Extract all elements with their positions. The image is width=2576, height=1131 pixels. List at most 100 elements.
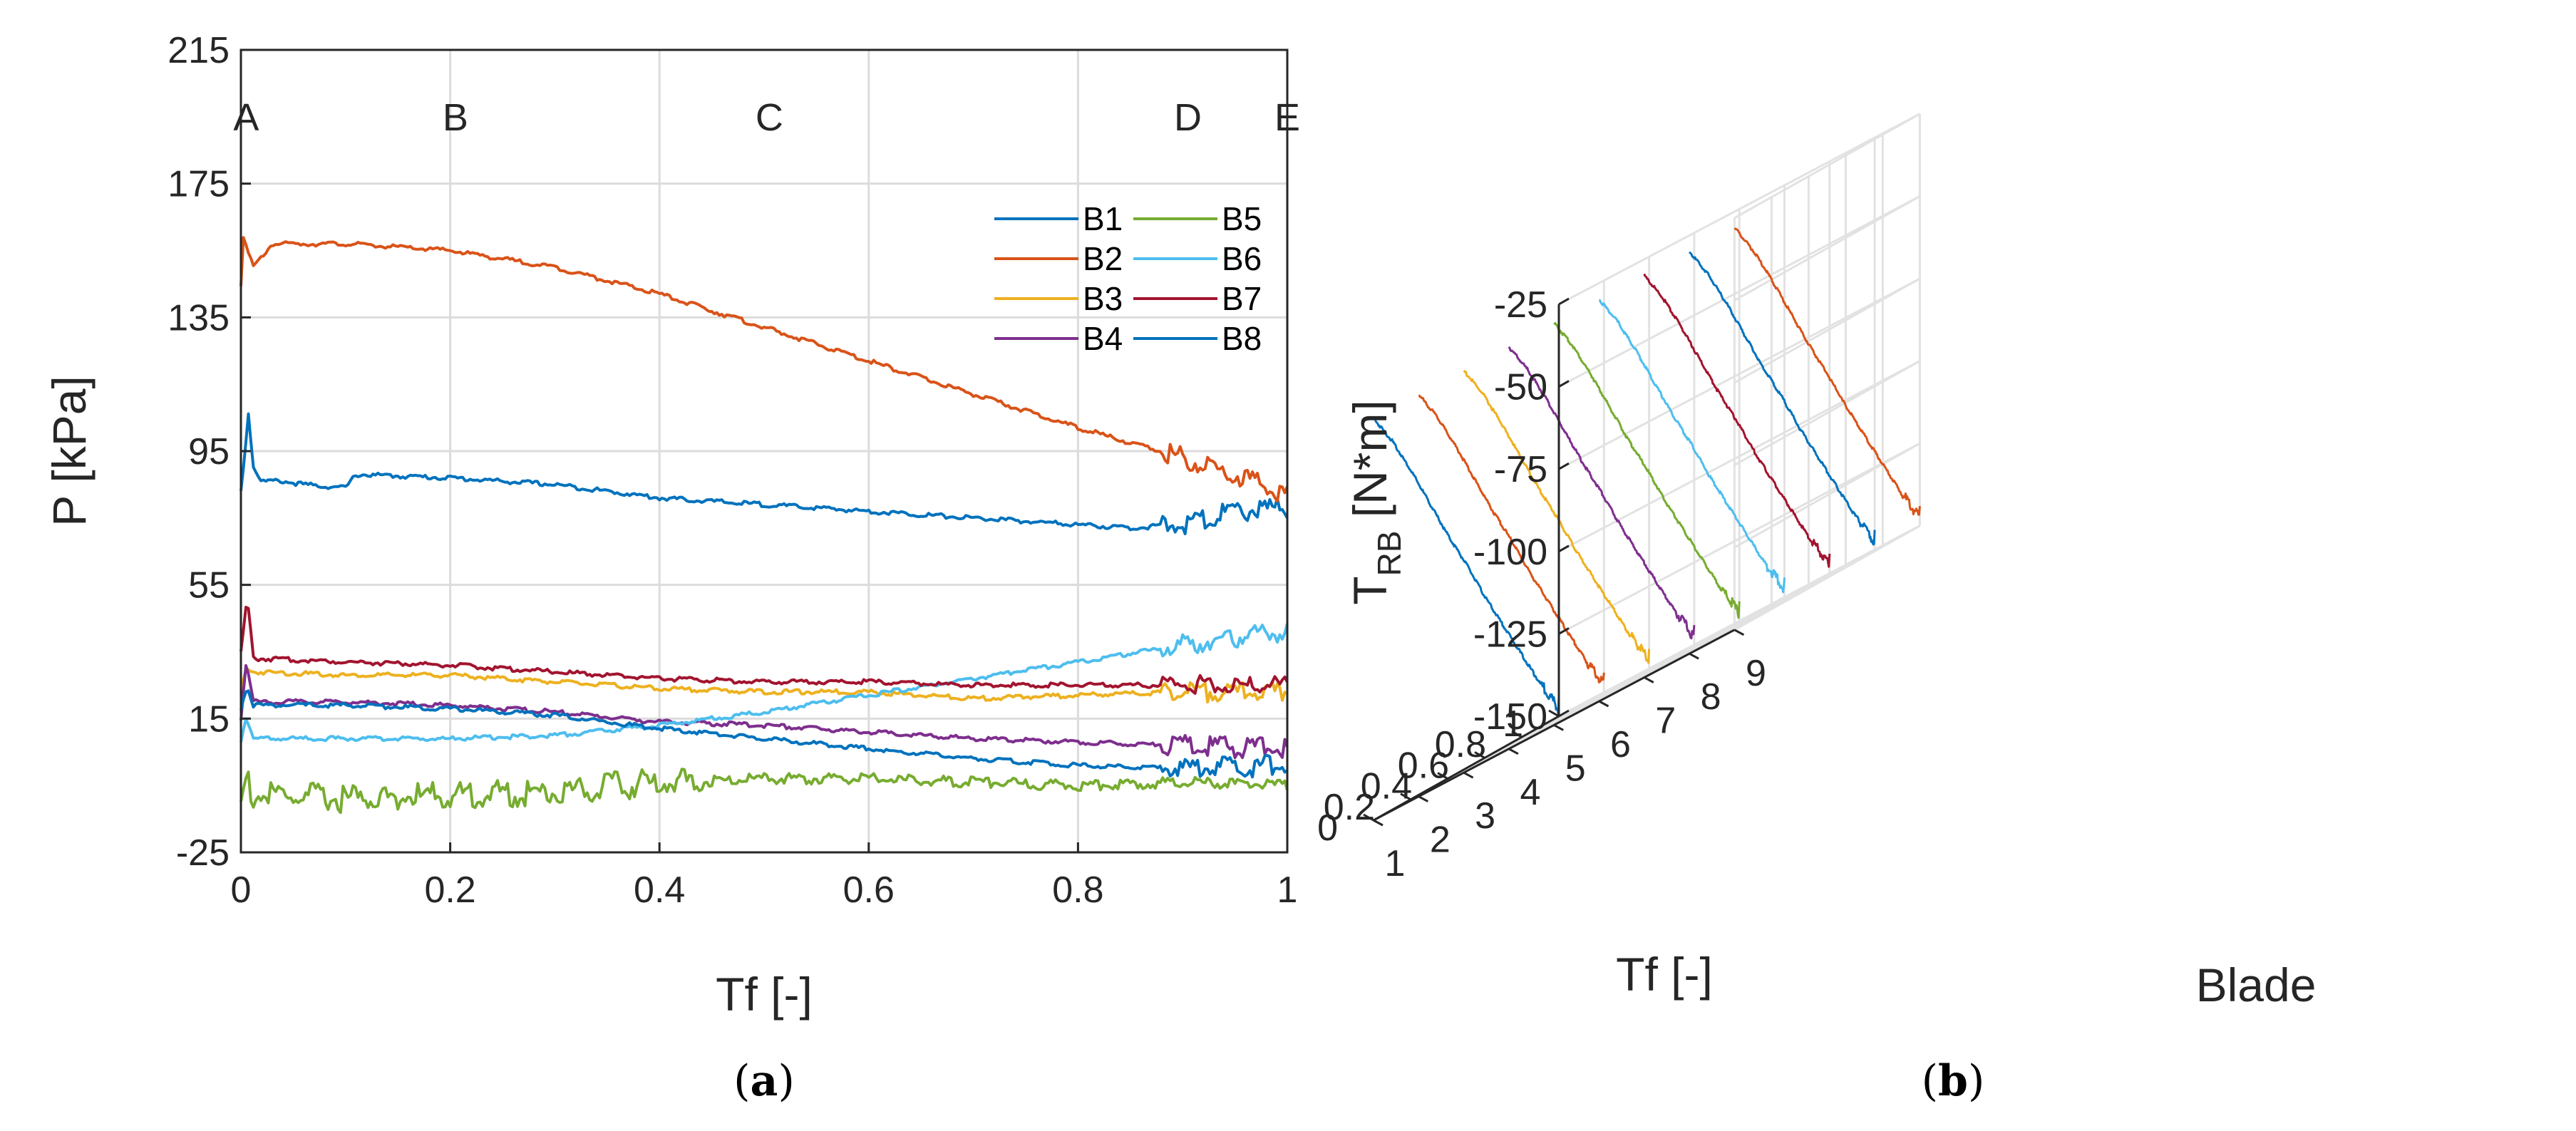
b-y-axis-label: Blade	[2196, 959, 2317, 1011]
a-legend-label: B8	[1222, 320, 1262, 357]
b-series-line-b6	[1599, 299, 1786, 594]
b-z-tick-label: -150	[1473, 696, 1547, 738]
b-z-tick-mark	[1558, 627, 1570, 635]
b-blade-tick-mark	[1644, 676, 1654, 683]
a-legend-label: B2	[1083, 240, 1123, 277]
b-blade-tick-mark	[1418, 795, 1429, 802]
b-series-line-b8	[1688, 251, 1876, 546]
a-y-axis-label: P [kPa]	[43, 376, 96, 527]
b-tf-tick-mark	[1474, 751, 1485, 759]
a-legend-label: B7	[1222, 280, 1262, 317]
b-blade-tick-mark	[1508, 748, 1519, 755]
a-x-tick-label: 0.4	[634, 869, 685, 911]
a-grid	[239, 48, 1289, 854]
a-y-tick-label: -25	[176, 832, 230, 874]
b-z-tick-mark	[1558, 709, 1570, 718]
b-side-gridline	[1558, 525, 1921, 718]
a-caption: (a)	[733, 1056, 795, 1106]
b-z-tick-label: -125	[1473, 614, 1547, 655]
a-y-tick-label: 215	[168, 30, 230, 71]
a-series-line-b6	[239, 623, 1289, 743]
b-axis-ticks: 00.20.40.60.81123456789-25-50-75-100-125…	[1317, 284, 1766, 884]
a-series-line-b3	[239, 667, 1289, 704]
b-series-line-b4	[1508, 346, 1696, 640]
b-blade-tick-mark	[1373, 819, 1384, 827]
a-x-tick-label: 0	[231, 869, 252, 911]
b-blade-tick-label: 1	[1385, 843, 1406, 884]
a-y-tick-label: 135	[168, 297, 230, 339]
b-tf-tick-mark	[1363, 813, 1374, 822]
panel-a-line-chart: 0 0.2 0.4 0.6 0.8 1 -25 15 55 95 135 175 215 A B C D E T…	[43, 30, 1300, 1106]
b-z-axis-label: TRB [N*m]	[1344, 400, 1408, 605]
b-series-line-b3	[1463, 369, 1651, 664]
a-x-axis-label: Tf [-]	[716, 968, 813, 1021]
a-phase-label: B	[443, 96, 468, 139]
a-phase-labels: A B C D E	[233, 96, 1300, 139]
b-blade-tick-label: 9	[1746, 653, 1766, 694]
b-side-gridline	[1558, 442, 1921, 635]
a-phase-label: D	[1174, 96, 1202, 139]
a-series-line-b7	[239, 606, 1289, 695]
b-series-line-b1	[1372, 417, 1560, 715]
b-blade-tick-mark	[1463, 771, 1474, 779]
b-series-line-b2	[1418, 394, 1605, 683]
b-blade-tick-label: 8	[1701, 676, 1721, 718]
b-tf-tick-label: 0	[1317, 807, 1338, 849]
b-blade-tick-mark	[1733, 629, 1745, 636]
a-x-tick-label: 1	[1277, 869, 1298, 911]
b-blade-tick-label: 4	[1520, 772, 1540, 813]
b-series-line-b7	[1643, 273, 1831, 568]
b-tf-tick-mark	[1437, 772, 1448, 780]
b-z-tick-mark	[1558, 462, 1570, 470]
b-tf-tick-label: 0.6	[1398, 745, 1449, 786]
a-legend-label: B5	[1222, 200, 1262, 237]
b-blade-tick-label: 5	[1565, 748, 1586, 789]
b-blade-tick-label: 2	[1430, 820, 1451, 861]
b-tf-tick-label: 0.8	[1435, 724, 1486, 765]
b-z-tick-label: -50	[1494, 367, 1547, 408]
b-tf-tick-label: 1	[1503, 703, 1523, 745]
b-tf-tick-mark	[1511, 730, 1523, 738]
a-series-line-b8	[239, 689, 1289, 779]
a-y-tick-label: 95	[188, 431, 230, 472]
b-grid	[1373, 113, 1921, 822]
b-blade-tick-label: 7	[1655, 701, 1676, 742]
a-series-line-b1	[239, 412, 1289, 535]
b-z-tick-label: -100	[1473, 532, 1547, 573]
b-blade-tick-mark	[1553, 724, 1564, 731]
b-side-gridline	[1558, 195, 1921, 388]
b-blade-tick-label: 6	[1610, 724, 1631, 765]
b-side-gridline	[1558, 360, 1921, 553]
a-series-line-b4	[239, 663, 1289, 760]
a-series-line-b2	[239, 236, 1289, 503]
b-x-axis-label: Tf [-]	[1616, 948, 1713, 1001]
b-side-gridline	[1558, 113, 1921, 306]
a-y-tick-label: 55	[188, 565, 230, 606]
b-side-gridline	[1558, 277, 1921, 470]
b-z-tick-label: -25	[1494, 284, 1547, 326]
b-blade-tick-label: 3	[1475, 795, 1495, 837]
a-legend-label: B4	[1083, 320, 1123, 357]
a-y-tick-label: 175	[168, 164, 230, 205]
a-series-lines	[239, 236, 1289, 815]
b-series-line-b9	[1733, 227, 1921, 516]
a-x-tick-label: 0.6	[843, 869, 895, 911]
b-z-tick-label: -75	[1494, 449, 1547, 490]
b-tf-tick-label: 0.4	[1361, 766, 1412, 807]
b-tf-tick-mark	[1548, 709, 1560, 718]
a-x-tick-label: 0.8	[1052, 869, 1103, 911]
a-phase-label: C	[756, 96, 783, 139]
b-z-tick-mark	[1558, 544, 1570, 553]
a-x-tick-label: 0.2	[424, 869, 475, 911]
a-legend-label: B3	[1083, 280, 1123, 317]
a-series-line-b5	[239, 768, 1289, 815]
a-phase-label: A	[233, 96, 259, 139]
b-z-tick-mark	[1558, 297, 1570, 306]
a-legend-label: B1	[1083, 200, 1123, 237]
a-axis-ticks: 0 0.2 0.4 0.6 0.8 1 -25 15 55 95 135 175 215	[168, 30, 1297, 911]
b-caption: (b)	[1922, 1056, 1985, 1106]
panel-b-3d-chart: 00.20.40.60.81123456789-25-50-75-100-125…	[1317, 113, 2317, 1106]
a-phase-label: E	[1274, 96, 1300, 139]
